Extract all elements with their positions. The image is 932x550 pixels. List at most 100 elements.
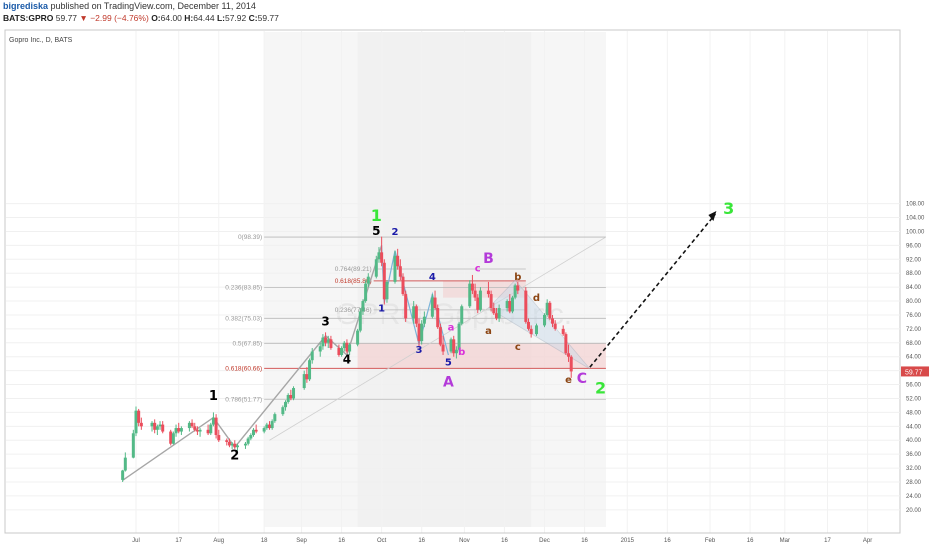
wave-label: b (458, 347, 465, 358)
time-tick-label: 17 (175, 538, 182, 544)
wave-path-main (122, 245, 383, 481)
candle-body (524, 290, 528, 322)
candle-body (340, 348, 344, 355)
candle-body (292, 388, 296, 399)
candle-body (468, 283, 472, 307)
candle-body (265, 424, 269, 429)
candle-body (441, 344, 445, 352)
price-tick-label: 52.00 (906, 396, 922, 402)
wave-label: 3 (321, 314, 329, 328)
wave-label: 4 (343, 353, 351, 367)
time-tick-label: Feb (705, 538, 716, 544)
time-tick-label: 17 (824, 538, 831, 544)
wave-label: C (577, 371, 587, 387)
time-tick-label: Nov (459, 538, 470, 544)
candle-body (169, 431, 173, 444)
fib-level-label: 0.764(89.21) (335, 266, 372, 273)
candle-body (548, 302, 552, 319)
time-tick-label: 16 (338, 538, 345, 544)
wave-label: 2 (595, 378, 606, 397)
last-price: 59.77 (55, 13, 78, 23)
candle-body (412, 306, 416, 319)
candle-body (366, 276, 370, 284)
time-tick-label: Jul (132, 538, 140, 544)
wave-label: 1 (371, 206, 382, 225)
price-tick-label: 48.00 (906, 410, 922, 416)
price-tick-label: 88.00 (906, 271, 922, 277)
time-axis[interactable]: Jul 17 Aug 18 Sep 16 Oct 16 Nov 16 Dec 16 2015 16 Feb 1… (5, 532, 900, 544)
candle-body (476, 297, 480, 310)
candle-body (174, 428, 178, 434)
candles[interactable] (121, 236, 573, 482)
candle-body (233, 443, 237, 448)
time-tick-label: 2015 (621, 538, 635, 544)
wave-label: 3 (723, 199, 734, 218)
candle-body (235, 445, 239, 448)
candle-body (404, 294, 408, 319)
wave-label: b (514, 272, 521, 283)
candle-body (324, 337, 328, 343)
candle-body (553, 323, 557, 329)
candle-body (198, 429, 202, 432)
symbol-name[interactable]: BATS:GPRO (3, 13, 54, 23)
close-key: C: (248, 13, 258, 23)
candle-body (302, 374, 306, 389)
candle-body (206, 429, 210, 434)
price-tick-label: 64.00 (906, 355, 922, 361)
candle-body (209, 424, 213, 434)
time-tick-label: 16 (418, 538, 425, 544)
candle-body (385, 281, 389, 300)
price-axis[interactable]: 20.00 24.00 28.00 32.00 36.00 40.00 44.00 48.00… (901, 202, 929, 514)
candle-body (273, 414, 277, 422)
fib-zone-upper (443, 280, 526, 298)
low-value: 57.92 (224, 13, 247, 23)
time-tick-label: 16 (581, 538, 588, 544)
price-tick-label: 96.00 (906, 243, 922, 249)
candle-body (377, 252, 381, 260)
candle-body (214, 417, 218, 436)
time-tick-label: Apr (863, 538, 872, 544)
price-tick-label: 28.00 (906, 480, 922, 486)
candle-body (393, 255, 397, 282)
publisher-username[interactable]: bigrediska (3, 1, 49, 11)
candle-body (543, 314, 547, 326)
candle-body (195, 429, 199, 432)
candle-body (551, 318, 555, 324)
candle-body (193, 426, 197, 430)
wave-label: 1 (378, 303, 385, 314)
candle-body (137, 410, 141, 423)
close-value: 59.77 (257, 13, 279, 23)
grid-lines (6, 31, 900, 533)
candle-body (153, 422, 157, 430)
candle-body (436, 308, 440, 328)
price-tick-label: 40.00 (906, 438, 922, 444)
wave-label: 5 (445, 357, 452, 368)
projection-arrow-line (589, 213, 717, 368)
fib-level-label: 0.382(75.03) (225, 315, 262, 322)
candle-body (513, 285, 517, 298)
candle-body (396, 255, 400, 267)
candle-body (356, 330, 360, 345)
price-tick-label: 100.00 (906, 229, 925, 235)
wave-label: 5 (372, 224, 380, 238)
price-tick-label: 72.00 (906, 327, 922, 333)
candle-body (526, 321, 530, 329)
time-tick-label: Oct (377, 538, 387, 544)
candle-body (139, 422, 143, 427)
candle-body (382, 262, 386, 300)
candle-body (326, 339, 330, 343)
candle-body (249, 435, 253, 439)
candle-body (358, 311, 362, 331)
candle-body (457, 323, 461, 350)
time-tick-label: Aug (213, 538, 224, 544)
candle-body (262, 428, 266, 432)
high-value: 64.44 (193, 13, 215, 23)
candle-body (254, 429, 258, 432)
candle-body (308, 360, 312, 380)
wave-label: c (475, 263, 481, 274)
candle-body (420, 323, 424, 342)
candle-body (505, 301, 509, 308)
candle-body (121, 470, 125, 480)
